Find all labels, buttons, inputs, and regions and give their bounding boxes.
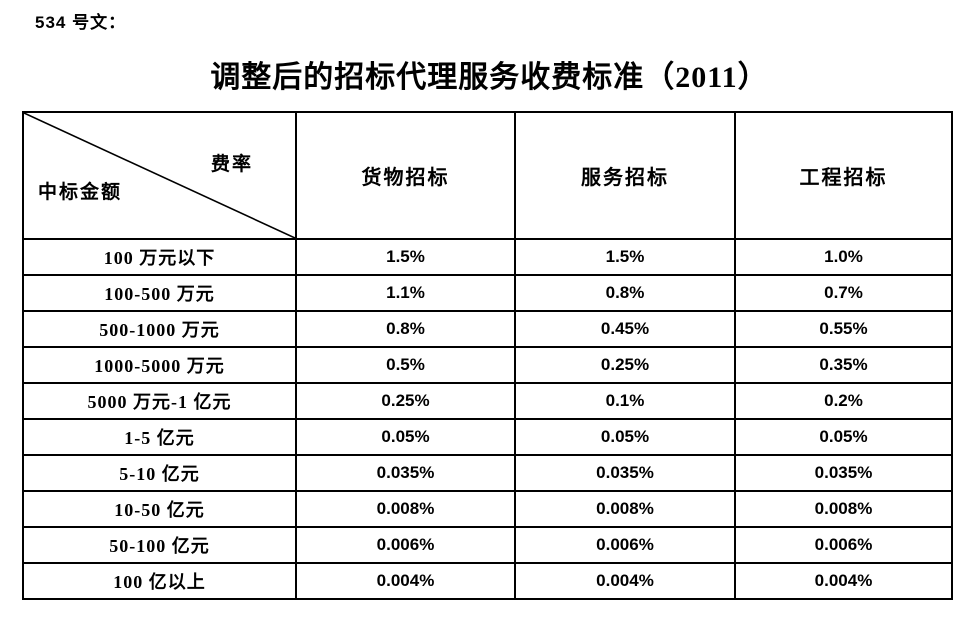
table-row: 10-50 亿元 0.008% 0.008% 0.008% bbox=[22, 490, 953, 528]
value-cell: 0.05% bbox=[734, 418, 953, 456]
row-label-cell: 5-10 亿元 bbox=[22, 454, 297, 492]
value-cell: 0.008% bbox=[295, 490, 516, 528]
doc-ref: 534 号文： bbox=[35, 13, 127, 32]
corner-label-rate: 费率 bbox=[210, 154, 253, 175]
row-label-cell: 100 万元以下 bbox=[22, 238, 297, 276]
table-row: 100 万元以下 1.5% 1.5% 1.0% bbox=[22, 238, 953, 276]
value-cell: 0.55% bbox=[734, 310, 953, 348]
value-cell: 0.004% bbox=[514, 562, 736, 600]
column-header-services: 服务招标 bbox=[514, 111, 736, 240]
value-cell: 0.5% bbox=[295, 346, 516, 384]
row-label-cell: 100 亿以上 bbox=[22, 562, 297, 600]
fee-table: 费率 中标金额 货物招标 服务招标 工程招标 100 万元以下 1.5% 1.5% 1… bbox=[22, 111, 953, 600]
row-label-cell: 100-500 万元 bbox=[22, 274, 297, 312]
value-cell: 0.006% bbox=[295, 526, 516, 564]
column-header-engineering: 工程招标 bbox=[734, 111, 953, 240]
value-cell: 0.35% bbox=[734, 346, 953, 384]
table-row: 50-100 亿元 0.006% 0.006% 0.006% bbox=[22, 526, 953, 564]
value-cell: 1.5% bbox=[514, 238, 736, 276]
row-label-cell: 50-100 亿元 bbox=[22, 526, 297, 564]
value-cell: 1.0% bbox=[734, 238, 953, 276]
value-cell: 0.035% bbox=[295, 454, 516, 492]
value-cell: 0.25% bbox=[514, 346, 736, 384]
value-cell: 0.035% bbox=[514, 454, 736, 492]
value-cell: 0.8% bbox=[295, 310, 516, 348]
corner-cell: 费率 中标金额 bbox=[22, 111, 297, 240]
value-cell: 0.008% bbox=[734, 490, 953, 528]
row-label-cell: 1000-5000 万元 bbox=[22, 346, 297, 384]
column-header-goods: 货物招标 bbox=[295, 111, 516, 240]
table-row: 100 亿以上 0.004% 0.004% 0.004% bbox=[22, 562, 953, 600]
table-row: 100-500 万元 1.1% 0.8% 0.7% bbox=[22, 274, 953, 312]
value-cell: 0.008% bbox=[514, 490, 736, 528]
page-title: 调整后的招标代理服务收费标准（2011） bbox=[210, 61, 769, 94]
value-cell: 0.7% bbox=[734, 274, 953, 312]
value-cell: 0.05% bbox=[295, 418, 516, 456]
value-cell: 0.004% bbox=[734, 562, 953, 600]
value-cell: 0.006% bbox=[734, 526, 953, 564]
table-row: 5-10 亿元 0.035% 0.035% 0.035% bbox=[22, 454, 953, 492]
table-row: 1000-5000 万元 0.5% 0.25% 0.35% bbox=[22, 346, 953, 384]
value-cell: 0.1% bbox=[514, 382, 736, 420]
value-cell: 0.035% bbox=[734, 454, 953, 492]
table-row: 5000 万元-1 亿元 0.25% 0.1% 0.2% bbox=[22, 382, 953, 420]
value-cell: 0.006% bbox=[514, 526, 736, 564]
value-cell: 0.004% bbox=[295, 562, 516, 600]
value-cell: 0.05% bbox=[514, 418, 736, 456]
header-row: 费率 中标金额 货物招标 服务招标 工程招标 bbox=[22, 111, 953, 240]
table-row: 1-5 亿元 0.05% 0.05% 0.05% bbox=[22, 418, 953, 456]
row-label-cell: 500-1000 万元 bbox=[22, 310, 297, 348]
row-label-cell: 10-50 亿元 bbox=[22, 490, 297, 528]
value-cell: 0.45% bbox=[514, 310, 736, 348]
value-cell: 1.1% bbox=[295, 274, 516, 312]
value-cell: 0.8% bbox=[514, 274, 736, 312]
table-row: 500-1000 万元 0.8% 0.45% 0.55% bbox=[22, 310, 953, 348]
row-label-cell: 1-5 亿元 bbox=[22, 418, 297, 456]
row-label-cell: 5000 万元-1 亿元 bbox=[22, 382, 297, 420]
table-header: 费率 中标金额 货物招标 服务招标 工程招标 bbox=[22, 111, 953, 240]
diagonal-line-icon bbox=[24, 113, 295, 238]
value-cell: 1.5% bbox=[295, 238, 516, 276]
corner-label-amount: 中标金额 bbox=[38, 182, 123, 203]
table-body: 100 万元以下 1.5% 1.5% 1.0% 100-500 万元 1.1% 0.8% 0.… bbox=[22, 238, 953, 600]
value-cell: 0.25% bbox=[295, 382, 516, 420]
value-cell: 0.2% bbox=[734, 382, 953, 420]
